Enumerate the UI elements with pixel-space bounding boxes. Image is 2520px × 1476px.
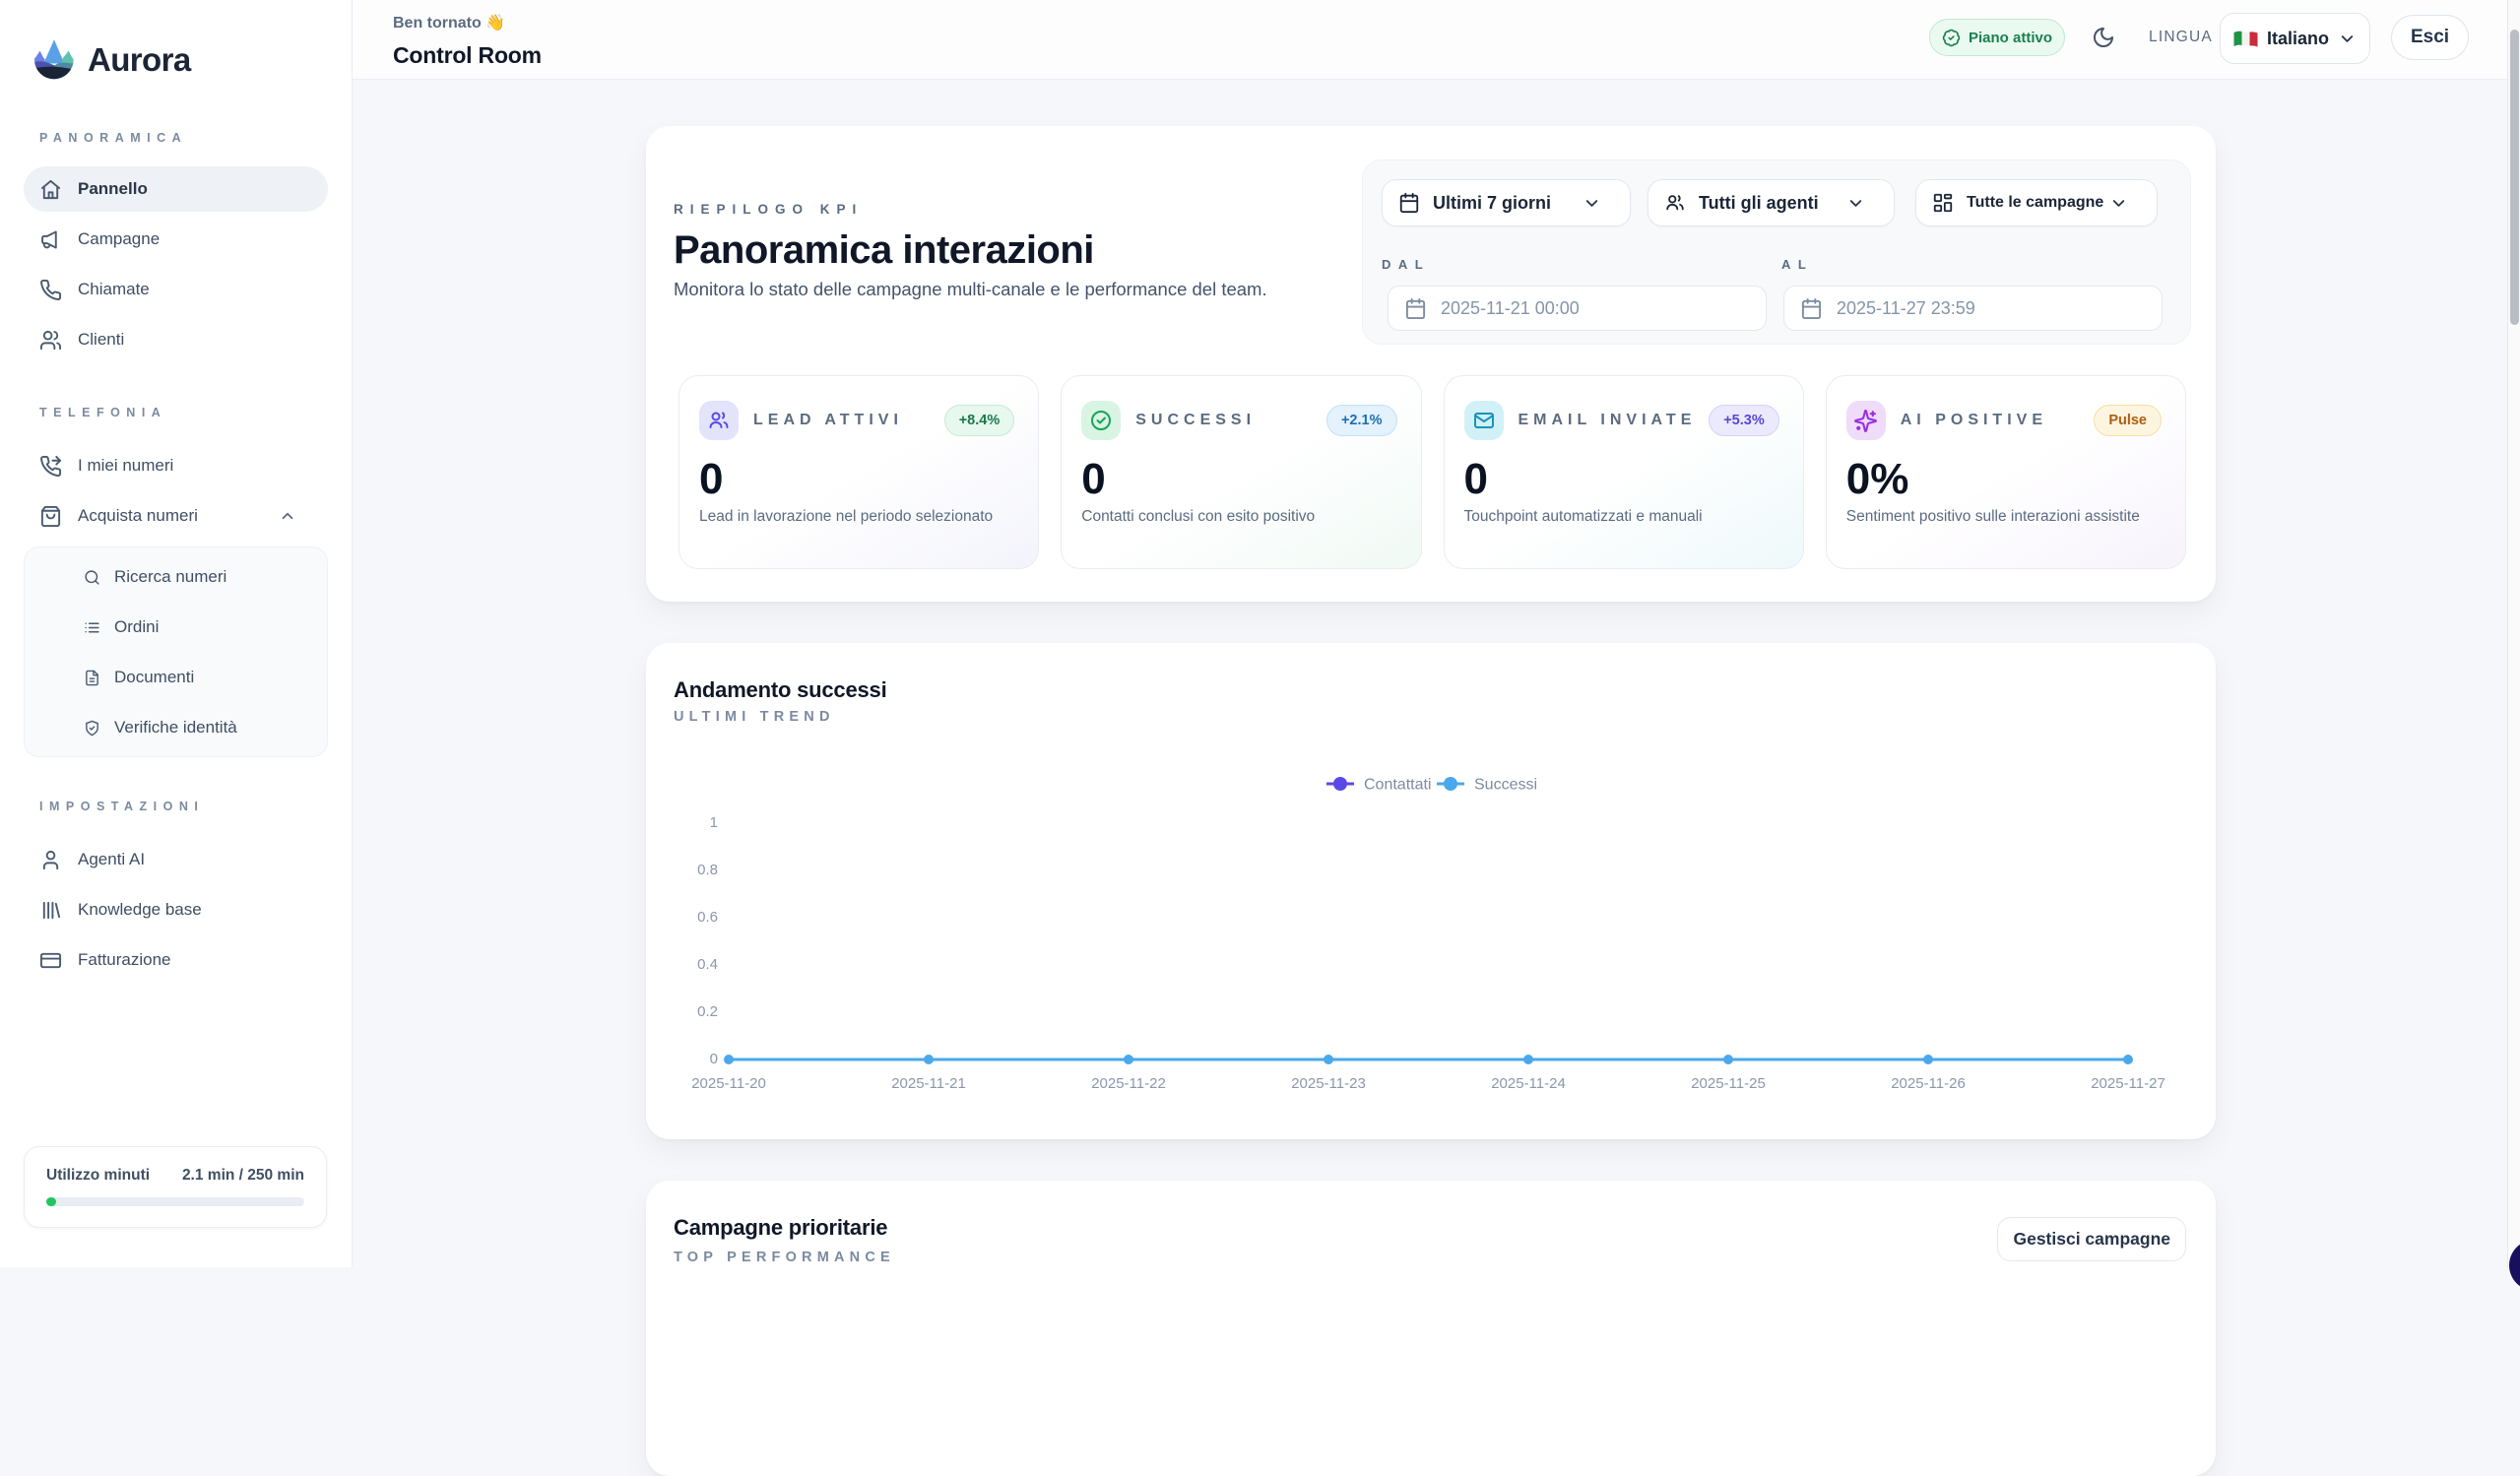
- svg-text:2025-11-25: 2025-11-25: [1691, 1075, 1766, 1092]
- svg-text:0.2: 0.2: [697, 1003, 718, 1020]
- svg-text:0.4: 0.4: [697, 956, 718, 973]
- svg-text:0: 0: [710, 1051, 718, 1067]
- svg-text:2025-11-20: 2025-11-20: [691, 1075, 766, 1092]
- svg-text:0.8: 0.8: [697, 862, 718, 878]
- svg-text:2025-11-23: 2025-11-23: [1291, 1075, 1366, 1092]
- svg-text:2025-11-21: 2025-11-21: [891, 1075, 966, 1092]
- svg-text:2025-11-22: 2025-11-22: [1091, 1075, 1166, 1092]
- svg-text:2025-11-26: 2025-11-26: [1891, 1075, 1966, 1092]
- svg-text:2025-11-27: 2025-11-27: [2091, 1075, 2165, 1092]
- svg-text:1: 1: [710, 814, 718, 831]
- svg-text:0.6: 0.6: [697, 909, 718, 926]
- svg-text:Successi: Successi: [1474, 777, 1537, 794]
- svg-text:2025-11-24: 2025-11-24: [1491, 1075, 1566, 1092]
- svg-text:Contattati: Contattati: [1364, 777, 1431, 794]
